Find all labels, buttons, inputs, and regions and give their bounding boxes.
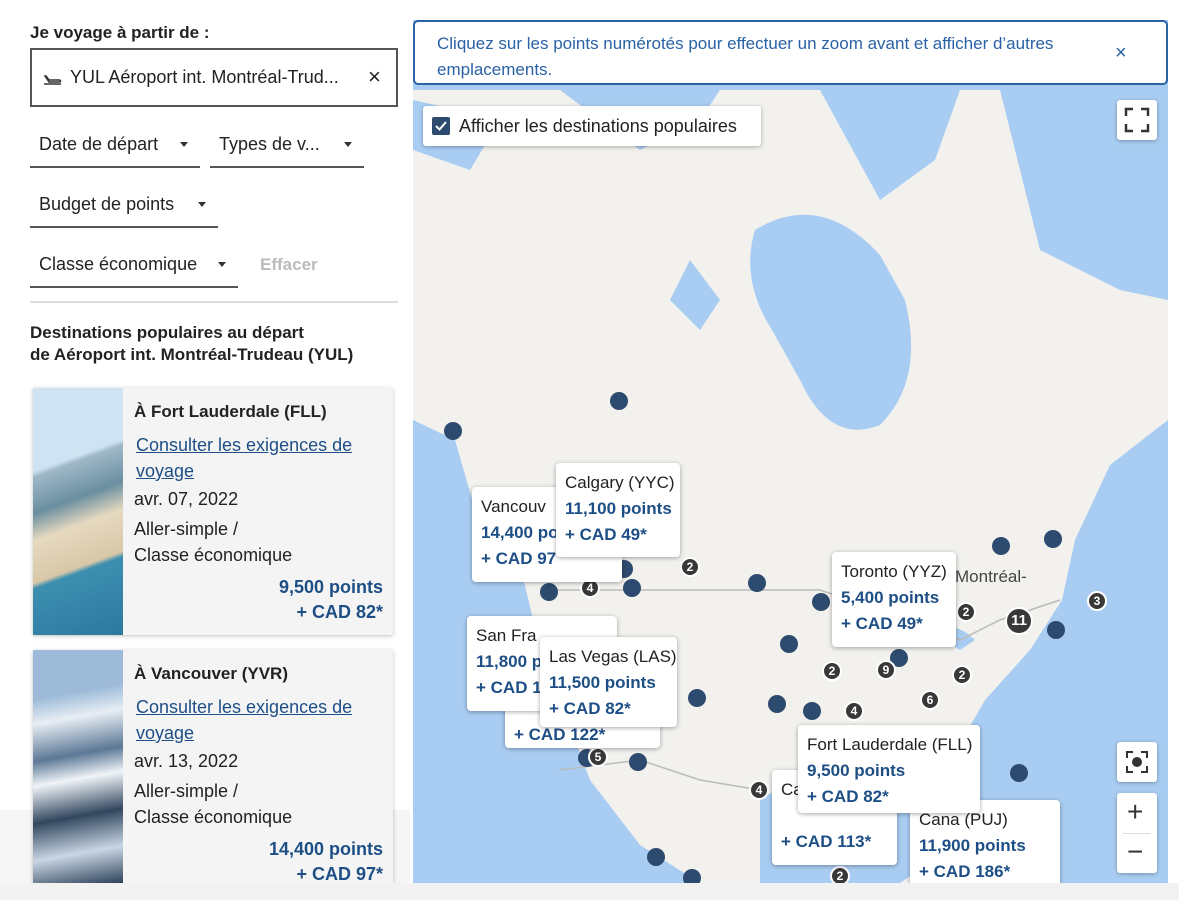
card-price: + CAD 82* bbox=[296, 602, 383, 622]
clear-origin[interactable]: × bbox=[368, 64, 381, 89]
popup-points: 11,800 p bbox=[476, 652, 543, 671]
card-trip: Aller-simple / bbox=[134, 519, 239, 539]
popup-name: Calgary (YYC) bbox=[565, 473, 675, 492]
reset-button[interactable]: Effacer bbox=[260, 255, 318, 274]
popup-price: + CAD 49* bbox=[565, 525, 647, 544]
info-banner: Cliquez sur les points numérotés pour ef… bbox=[413, 20, 1168, 85]
price-popup[interactable]: Toronto (YYZ) 5,400 points + CAD 49* bbox=[832, 552, 956, 647]
toggle-popular[interactable]: Afficher les destinations populaires bbox=[423, 106, 761, 146]
section-heading: de Aéroport int. Montréal-Trudeau (YUL) bbox=[30, 345, 354, 364]
popup-price: + CAD 82* bbox=[807, 787, 889, 806]
divider bbox=[30, 301, 398, 303]
card-title: À Vancouver (YVR) bbox=[134, 664, 288, 683]
card-image bbox=[33, 388, 123, 635]
popup-price: + CAD 122* bbox=[514, 725, 606, 744]
dropdown-label: Date de départ bbox=[39, 134, 159, 154]
origin-value: YUL Aéroport int. Montréal-Trud... bbox=[70, 67, 339, 87]
destination-card[interactable]: À Vancouver (YVR) Consulter les exigences… bbox=[33, 650, 393, 883]
dropdown-label: Types de v... bbox=[219, 134, 320, 154]
popup-price: + CAD 113* bbox=[781, 832, 872, 851]
city-label: Montréal- bbox=[955, 567, 1027, 586]
card-points: 14,400 points bbox=[268, 839, 383, 859]
zoom-divider bbox=[1123, 833, 1151, 834]
locate-button[interactable] bbox=[1117, 742, 1157, 782]
budget-dropdown[interactable]: Budget de points bbox=[30, 182, 218, 228]
zoom-in[interactable]: + bbox=[1127, 796, 1144, 827]
popup-points: 11,500 points bbox=[549, 673, 656, 692]
dropdown-label: Budget de points bbox=[39, 194, 175, 214]
banner-text: Cliquez sur les points numérotés pour ef… bbox=[437, 34, 1054, 79]
popup-points: 11,100 points bbox=[565, 499, 672, 518]
cluster[interactable]: 4 bbox=[844, 701, 864, 721]
popup-name: Las Vegas (LAS) bbox=[549, 647, 677, 666]
fullscreen-button[interactable] bbox=[1117, 100, 1157, 140]
locate-icon bbox=[1126, 751, 1148, 773]
card-price: + CAD 97* bbox=[296, 864, 383, 883]
card-cabin: Classe économique bbox=[134, 807, 293, 827]
price-popup[interactable]: Las Vegas (LAS) 11,500 points + CAD 82* bbox=[540, 637, 677, 727]
popup-price: + CAD 186* bbox=[919, 862, 1011, 881]
plane-icon bbox=[43, 75, 62, 85]
cluster[interactable]: 2 bbox=[952, 665, 972, 685]
card-points: 9,500 points bbox=[278, 577, 383, 597]
popup-price: + CAD 1 bbox=[476, 678, 542, 697]
cluster[interactable]: 4 bbox=[749, 780, 769, 800]
popup-points: 14,400 po bbox=[481, 523, 559, 542]
cabin-dropdown[interactable]: Classe économique bbox=[30, 242, 238, 288]
price-popup[interactable]: Fort Lauderdale (FLL) 9,500 points + CAD 8… bbox=[798, 725, 980, 813]
card-date: avr. 07, 2022 bbox=[134, 489, 239, 509]
cluster[interactable]: 6 bbox=[920, 690, 940, 710]
types-dropdown[interactable]: Types de v... bbox=[210, 122, 364, 168]
price-popup[interactable]: Cana (PUJ) 11,900 points + CAD 186* bbox=[910, 800, 1060, 890]
popup-name: Ca bbox=[781, 780, 803, 799]
fullscreen-icon bbox=[1124, 107, 1150, 133]
section-heading: Destinations populaires au départ bbox=[30, 323, 304, 342]
popup-name: Fort Lauderdale (FLL) bbox=[807, 735, 973, 754]
destination-dots bbox=[444, 392, 1065, 883]
cluster[interactable]: 2 bbox=[680, 557, 700, 577]
card-trip: Aller-simple / bbox=[134, 781, 239, 801]
price-popup[interactable]: Calgary (YYC) 11,100 points + CAD 49* bbox=[556, 463, 680, 557]
date-dropdown[interactable]: Date de départ bbox=[30, 122, 200, 168]
map[interactable] bbox=[413, 20, 1168, 883]
card-image bbox=[33, 650, 123, 883]
requirements-link[interactable]: Consulter les exigences de voyage bbox=[136, 435, 353, 481]
popup-name: San Fra bbox=[476, 626, 537, 645]
cluster[interactable]: 5 bbox=[588, 747, 608, 767]
requirements-link[interactable]: Consulter les exigences de voyage bbox=[136, 697, 353, 743]
map-base bbox=[413, 20, 1168, 883]
cluster[interactable]: 11 bbox=[1005, 607, 1033, 635]
popup-price: + CAD 82* bbox=[549, 699, 631, 718]
cluster[interactable]: 2 bbox=[822, 661, 842, 681]
popup-name: Cana (PUJ) bbox=[919, 810, 1008, 829]
checkbox[interactable] bbox=[432, 117, 450, 135]
toggle-label: Afficher les destinations populaires bbox=[459, 116, 737, 136]
cluster[interactable]: 2 bbox=[956, 602, 976, 622]
popup-points: 9,500 points bbox=[807, 761, 906, 780]
dropdown-label: Classe économique bbox=[39, 254, 198, 274]
popup-price: + CAD 49* bbox=[841, 614, 923, 633]
popup-name: Toronto (YYZ) bbox=[841, 562, 947, 581]
zoom-control: + − bbox=[1117, 793, 1157, 873]
banner-close[interactable]: × bbox=[1115, 42, 1127, 64]
bottom-bar bbox=[0, 883, 1179, 900]
card-title: À Fort Lauderdale (FLL) bbox=[134, 402, 327, 421]
card-date: avr. 13, 2022 bbox=[134, 751, 239, 771]
origin-label: Je voyage à partir de : bbox=[30, 23, 210, 42]
popup-name: Vancouv bbox=[481, 497, 546, 516]
zoom-out[interactable]: − bbox=[1127, 836, 1144, 867]
origin-input[interactable]: YUL Aéroport int. Montréal-Trud... × bbox=[30, 48, 398, 107]
destination-card[interactable]: À Fort Lauderdale (FLL) Consulter les exi… bbox=[33, 388, 393, 635]
popup-price: + CAD 97 bbox=[481, 549, 557, 568]
cluster[interactable]: 3 bbox=[1087, 591, 1107, 611]
popup-points: 11,900 points bbox=[919, 836, 1026, 855]
popup-points: 5,400 points bbox=[841, 588, 940, 607]
cluster[interactable]: 9 bbox=[876, 660, 896, 680]
card-cabin: Classe économique bbox=[134, 545, 293, 565]
